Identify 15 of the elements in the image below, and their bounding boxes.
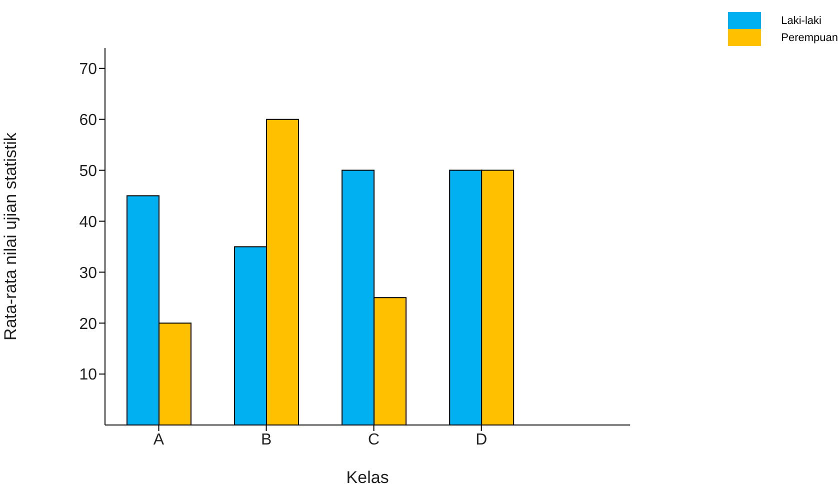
y-tick-label: 70: [79, 61, 98, 78]
x-tick-label: A: [153, 431, 164, 448]
legend-label: Laki-laki: [781, 14, 822, 26]
x-tick-label: D: [476, 431, 488, 448]
x-tick-label: B: [260, 431, 272, 448]
x-axis-title: Kelas: [346, 468, 389, 485]
y-tick-label: 20: [79, 316, 98, 333]
y-tick-label: 50: [79, 162, 98, 180]
legend-label: Perempuan: [781, 32, 838, 44]
x-tick-label: C: [368, 431, 380, 448]
y-tick-label: 40: [79, 214, 98, 231]
y-tick-label: 60: [79, 112, 98, 130]
y-tick-label: 10: [79, 366, 98, 384]
y-axis-title: Rata-rata nilai ujian statistik: [1, 132, 20, 340]
y-tick-label: 30: [79, 264, 98, 282]
